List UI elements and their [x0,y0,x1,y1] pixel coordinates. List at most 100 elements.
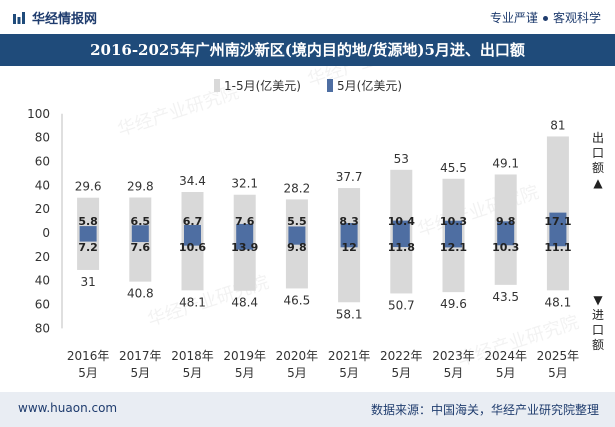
label-month-export: 6.7 [183,215,203,228]
bar-month-export [445,220,462,233]
bar-ytd-export [233,194,256,233]
bar-month-export [288,226,306,233]
label-month-import: 12.1 [440,241,467,254]
slogan-left: 专业严谨 [489,11,538,25]
bar-month-import [340,233,358,248]
x-tick-label-month: 5月 [548,366,568,380]
label-ytd-import: 50.7 [388,298,415,312]
chart-title: 2016-2025年广州南沙新区(境内目的地/货源地)5月进、出口额 [90,41,525,59]
label-month-import: 9.8 [287,241,307,254]
x-tick-label-month: 5月 [391,366,411,380]
bar-chart-logo-icon [13,11,25,24]
x-tick-label-year: 2021年 [328,349,371,363]
bar-month-import [79,233,97,242]
bar-month-import [288,233,306,245]
bar-month-import [184,233,201,246]
right-axis-import-char: 口 [592,323,604,337]
label-ytd-export: 81 [550,118,565,132]
label-month-export: 6.5 [131,215,151,228]
y-tick-label: 0 [42,226,50,240]
legend: 1-5月(亿美元) 5月(亿美元) [214,78,402,93]
label-ytd-export: 45.5 [440,161,467,175]
bar-ytd-export [77,197,100,233]
x-tick-label-month: 5月 [130,366,150,380]
bar-ytd-export [546,136,569,233]
bar-month-import [445,233,462,248]
bar-ytd-import [546,233,569,291]
bar-ytd-import [442,233,465,293]
footer: www.huaon.com 数据来源：中国海关，华经产业研究院整理 [0,392,615,427]
label-ytd-export: 28.2 [284,181,311,195]
label-month-import: 10.3 [492,241,519,254]
brand[interactable]: 华经情报网 [12,8,97,27]
label-ytd-export: 49.1 [492,156,519,170]
x-tick-label-year: 2016年 [67,349,110,363]
bar-ytd-export [285,199,308,233]
label-month-export: 10.4 [388,215,415,228]
x-tick-label-year: 2023年 [432,349,475,363]
right-axis-export-char: 额 [592,161,604,175]
bar-ytd-export [494,174,517,233]
y-tick-label: 60 [35,154,50,168]
bar-month-export [79,226,97,233]
x-tick-label-year: 2018年 [171,349,214,363]
label-ytd-import: 46.5 [284,293,311,307]
y-axis: 100 80 60 40 20 0 20 40 60 80 [27,107,63,335]
label-ytd-import: 49.6 [440,297,467,311]
right-axis-export-char: 出 [592,131,604,145]
label-ytd-export: 29.6 [75,180,102,194]
label-ytd-import: 58.1 [336,307,363,321]
y-tick-label: 20 [35,202,50,216]
label-month-import: 11.8 [388,241,415,254]
y-tick-label: 40 [35,274,50,288]
label-ytd-import: 40.8 [127,287,154,301]
slogan: 专业严谨 客观科学 [490,9,601,26]
label-month-import: 13.9 [231,241,258,254]
bar-month-export [131,225,149,233]
label-month-import: 7.2 [78,241,98,254]
label-month-export: 7.6 [235,215,255,228]
bar-ytd-import [285,233,308,289]
right-axis-import-char: ▼ [593,293,603,307]
watermark-text: 华经产业研究院 [115,82,241,141]
y-tick-label: 80 [35,131,50,145]
x-tick-label-month: 5月 [78,366,98,380]
legend-label-ytd: 1-5月(亿美元) [224,78,301,93]
footer-source: 数据来源：中国海关，华经产业研究院整理 [370,403,599,417]
bar-ytd-export [181,191,204,233]
x-tick-label-year: 2017年 [119,349,162,363]
legend-swatch-ytd [214,79,220,92]
x-tick-label-month: 5月 [496,366,516,380]
bar-ytd-import [338,233,361,303]
label-month-import: 11.1 [544,241,571,254]
bar-month-import [131,233,149,243]
bar-ytd-export [390,169,413,233]
bar-ytd-import [77,233,100,270]
label-month-import: 12 [341,241,356,254]
title-bar: 2016-2025年广州南沙新区(境内目的地/货源地)5月进、出口额 [0,34,615,66]
bar-ytd-import [181,233,204,291]
bar-month-export [340,223,358,233]
label-ytd-export: 32.1 [231,177,258,191]
footer-website[interactable]: www.huaon.com [18,401,118,415]
slogan-dot-icon [542,16,548,21]
bar-ytd-import [494,233,517,285]
bar-ytd-export [442,178,465,233]
brand-name: 华经情报网 [32,12,98,27]
label-month-import: 10.6 [179,241,206,254]
legend-swatch-month [327,79,333,92]
label-ytd-export: 34.4 [179,174,206,188]
x-tick-label-month: 5月 [183,366,203,380]
x-tick-label-year: 2024年 [484,349,527,363]
label-month-export: 5.8 [78,215,98,228]
bar-month-export [497,221,515,233]
label-ytd-import: 48.1 [545,295,572,309]
y-tick-label: 80 [35,321,50,335]
bar-month-import [497,233,515,246]
bar-month-import [236,233,254,250]
x-tick-label-year: 2025年 [537,349,580,363]
bar-month-import [392,233,410,248]
y-tick-label: 60 [35,298,50,312]
chart: 华经产业研究院华经产业研究院华经产业研究院华经产业研究院华经产业研究院 1-5月… [27,66,604,380]
